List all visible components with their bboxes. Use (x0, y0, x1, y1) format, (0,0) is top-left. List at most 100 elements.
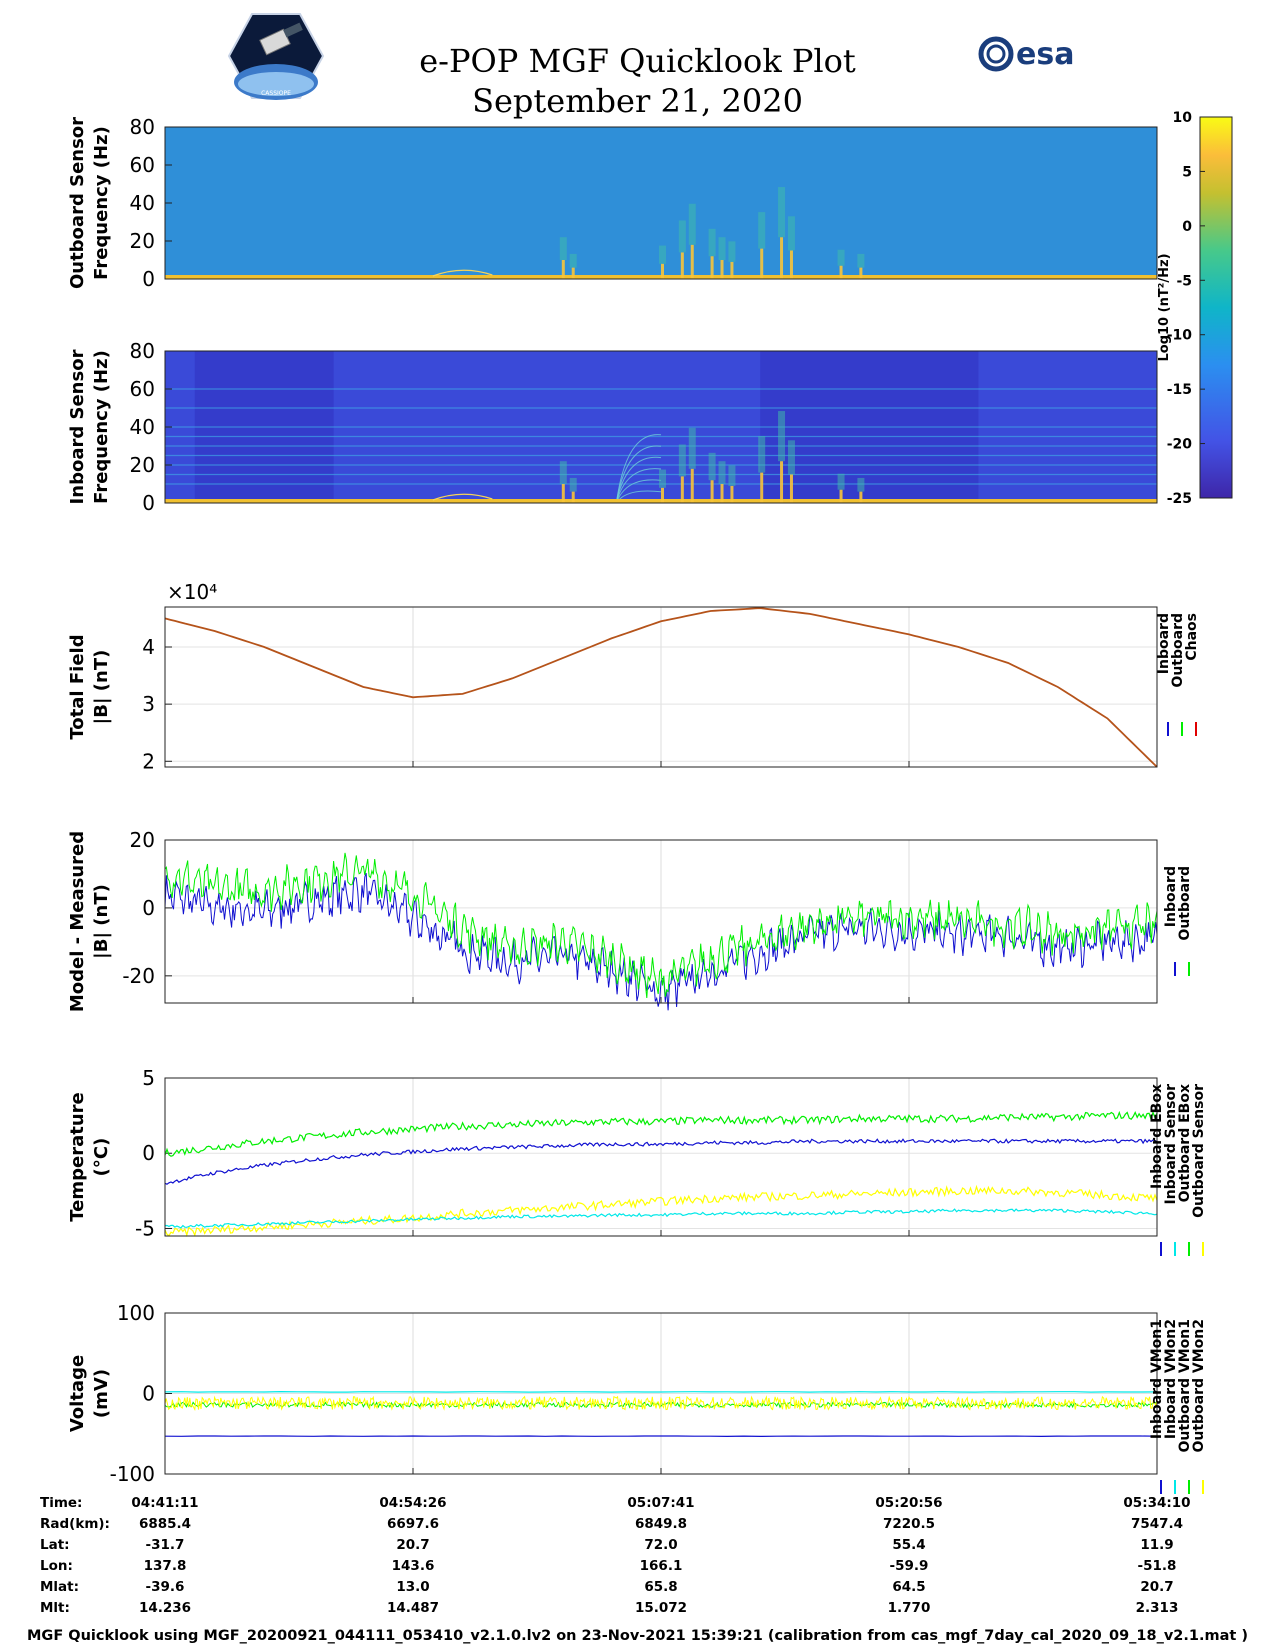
y-tick-label: 100 (117, 1301, 155, 1325)
cassiope-logo-text: CASSIOPE (261, 90, 291, 97)
burst-halo (559, 461, 567, 484)
burst-feature (661, 487, 664, 503)
burst-feature (789, 250, 793, 279)
burst-feature (690, 244, 694, 279)
burst-halo (787, 216, 795, 251)
ephemeris-rad-value: 6849.8 (634, 1516, 688, 1532)
y-tick-label: 3 (142, 692, 155, 716)
burst-feature (730, 261, 734, 279)
ephemeris-mlt-value: 15.072 (634, 1600, 688, 1616)
y-axis-label: Voltage (mV) (67, 1355, 112, 1432)
y-tick-label: 60 (130, 153, 155, 177)
y-tick-label: 40 (130, 191, 155, 215)
outboard-ebox-series (164, 1110, 1158, 1157)
legend-label: Outboard VMon2 (1191, 1319, 1207, 1453)
legend-label: Inboard Sensor (1163, 1084, 1179, 1205)
ephemeris-lat-value: -31.7 (145, 1537, 185, 1553)
whistler-trace (615, 468, 662, 504)
y-axis-label-line: Model - Measured (67, 831, 88, 1012)
burst-feature (720, 260, 724, 279)
ephemeris-mlt-value: 14.487 (386, 1600, 440, 1616)
ephemeris-mlat-value: 64.5 (892, 1579, 926, 1595)
ephemeris-lon-value: 143.6 (391, 1558, 435, 1574)
ephemeris-rad-value: 7547.4 (1130, 1516, 1184, 1532)
burst-feature (720, 484, 724, 503)
y-tick-label: -100 (110, 1462, 155, 1486)
burst-halo (688, 427, 696, 469)
y-tick-label: 2 (142, 749, 155, 773)
y-axis-label-line: Outboard Sensor (67, 117, 88, 289)
y-tick-label: 40 (130, 415, 155, 439)
colorbar-tick-label: 5 (1182, 164, 1192, 180)
burst-feature (680, 476, 684, 503)
burst-feature (730, 485, 734, 503)
y-tick-label: 80 (130, 339, 155, 363)
y-tick-label: 4 (142, 635, 155, 659)
legend-label: Inboard EBox (1149, 1084, 1165, 1189)
colorbar-tick-label: 0 (1182, 219, 1192, 235)
burst-halo (728, 241, 736, 262)
y-tick-label: 0 (142, 267, 155, 291)
inboard-ebox-series (164, 1138, 1158, 1185)
esa-logo-text: esa (1016, 37, 1074, 72)
outboard-sensor-series (164, 1184, 1158, 1238)
burst-feature (710, 480, 714, 503)
legend-label: Inboard (1156, 613, 1172, 674)
burst-halo (708, 228, 716, 257)
ephemeris-row-label: Rad(km): (40, 1516, 110, 1532)
footer-caption: MGF Quicklook using MGF_20200921_044111_… (26, 1628, 1248, 1644)
burst-halo (688, 203, 696, 245)
ephemeris-mlat-value: 20.7 (1140, 1579, 1174, 1595)
colorbar-label: Log10 (nT²/Hz) (1157, 253, 1172, 361)
model-minus-measured-panel: -20 0 20 Model - Measured |B| (nT) InboardOut… (67, 828, 1193, 1012)
y-axis-label: Model - Measured |B| (nT) (67, 831, 112, 1012)
y-tick-label: 60 (130, 377, 155, 401)
esa-logo: esa (978, 36, 1074, 72)
ephemeris-row-label: Lon: (40, 1558, 73, 1574)
burst-halo (787, 440, 795, 475)
burst-halo (559, 237, 567, 260)
burst-feature (561, 484, 565, 503)
outboard-series (164, 852, 1158, 999)
legend-label: Inboard VMon2 (1163, 1319, 1179, 1439)
ephemeris-lat-value: 72.0 (644, 1537, 678, 1553)
ephemeris-mlt-value: 14.236 (138, 1600, 192, 1616)
y-tick-label: 5 (142, 1066, 155, 1090)
inboard-vmon2-series (164, 1390, 1158, 1393)
ephemeris-time-value: 05:20:56 (875, 1495, 943, 1511)
ephemeris-lon-value: 166.1 (639, 1558, 683, 1574)
burst-halo (659, 245, 666, 264)
voltage-panel: -100 0 100 Voltage (mV) Inboard VMon1Inboard … (67, 1301, 1207, 1494)
colorbar-tick-label: -5 (1176, 273, 1192, 289)
total-field-series (164, 607, 1158, 768)
whistler-trace (615, 434, 662, 504)
y-tick-label: 0 (142, 491, 155, 515)
plot-date: September 21, 2020 (472, 82, 803, 120)
burst-feature (859, 267, 863, 279)
y-tick-label: 0 (142, 1382, 155, 1406)
burst-halo (837, 473, 845, 490)
burst-feature (760, 472, 764, 503)
y-axis-label-line: |B| (nT) (91, 884, 112, 959)
ephemeris-mlt-value: 1.770 (887, 1600, 931, 1616)
burst-feature (839, 265, 843, 279)
y-tick-label: 20 (130, 229, 155, 253)
colorbar-tick-label: -15 (1167, 382, 1192, 398)
burst-halo (778, 187, 786, 238)
ephemeris-lat-value: 55.4 (892, 1537, 926, 1553)
burst-halo (728, 465, 736, 486)
burst-halo (758, 436, 766, 473)
y-tick-label: 80 (130, 115, 155, 139)
ephemeris-lat-value: 11.9 (1140, 1537, 1174, 1553)
ephemeris-row-label: Mlat: (40, 1579, 80, 1595)
y-axis-label-line: Total Field (67, 634, 88, 739)
burst-halo (758, 212, 766, 249)
y-tick-label: 0 (142, 896, 155, 920)
legend-label: Inboard (1163, 866, 1179, 927)
total-field-panel: 2 3 4 Total Field |B| (nT) ×10⁴ InboardOutboar… (67, 580, 1200, 773)
y-axis-label-line: Frequency (Hz) (91, 126, 112, 280)
legend-label: Outboard EBox (1177, 1084, 1193, 1202)
ephemeris-row-label: Mlt: (40, 1600, 70, 1616)
ephemeris-rad-value: 6697.6 (386, 1516, 440, 1532)
